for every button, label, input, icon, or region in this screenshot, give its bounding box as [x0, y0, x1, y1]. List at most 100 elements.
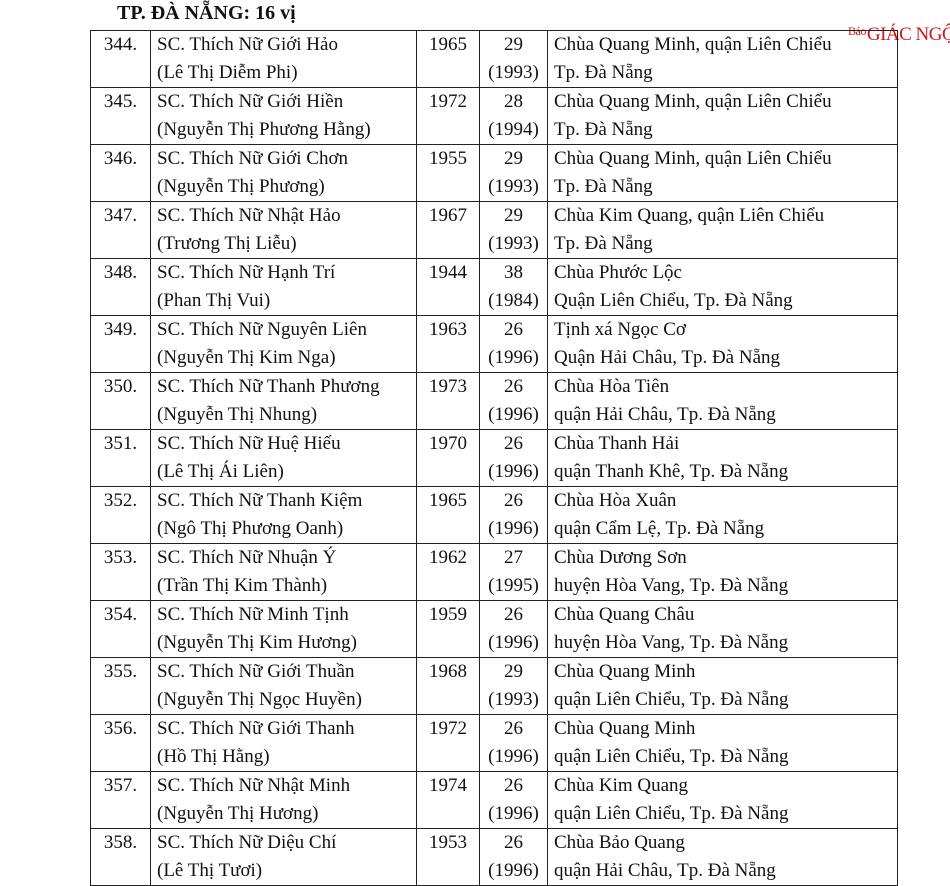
no-text: 351. [103, 433, 138, 454]
age-text: 26 [504, 376, 523, 397]
cell-no: 350. [90, 372, 151, 430]
name-text: SC. Thích Nữ Nguyên Liên [157, 319, 367, 340]
section-title: TP. ĐÀ NẴNG: 16 vị [117, 2, 296, 24]
age-text: 26 [504, 775, 523, 796]
cell-age: 26 (1996) [479, 372, 548, 430]
cell-age: 29 (1993) [479, 30, 548, 88]
name-text: SC. Thích Nữ Minh Tịnh [157, 604, 349, 625]
addr1-text: Chùa Quang Minh, quận Liên Chiểu [554, 91, 832, 112]
cell-no: 349. [90, 315, 151, 373]
cell-year: 1972 [416, 87, 480, 145]
cell-name: SC. Thích Nữ Giới Hảo (Lê Thị Diễm Phi) [150, 30, 417, 88]
addr2-text: Tp. Đà Nẵng [554, 233, 653, 254]
table-row: 357. SC. Thích Nữ Nhật Minh (Nguyễn Thị Hư… [90, 771, 898, 829]
year-text: 1968 [429, 661, 467, 682]
cell-name: SC. Thích Nữ Thanh Kiệm (Ngô Thị Phương O… [150, 486, 417, 544]
no-text: 355. [103, 661, 138, 682]
addr1-text: Chùa Kim Quang [554, 775, 689, 796]
cell-year: 1965 [416, 486, 480, 544]
since-text: (1996) [488, 632, 539, 653]
cell-age: 38 (1984) [479, 258, 548, 316]
since-text: (1995) [488, 575, 539, 596]
table-row: 347. SC. Thích Nữ Nhật Hảo (Trương Thị Liễ… [90, 201, 898, 259]
cell-addr: Chùa Phước Lộc Quận Liên Chiểu, Tp. Đà Nẵ… [547, 258, 898, 316]
cell-year: 1974 [416, 771, 480, 829]
cell-year: 1959 [416, 600, 480, 658]
cell-name: SC. Thích Nữ Giới Thanh (Hồ Thị Hằng) [150, 714, 417, 772]
year-text: 1944 [429, 262, 467, 283]
since-text: (1994) [488, 119, 539, 140]
name-text: SC. Thích Nữ Giới Hảo [157, 34, 338, 55]
age-text: 29 [504, 205, 523, 226]
age-text: 29 [504, 34, 523, 55]
name-text: SC. Thích Nữ Giới Thuần [157, 661, 355, 682]
cell-addr: Chùa Quang Minh quận Liên Chiểu, Tp. Đà N… [547, 714, 898, 772]
cell-addr: Chùa Quang Minh, quận Liên Chiểu Tp. Đà N… [547, 87, 898, 145]
addr1-text: Chùa Hòa Tiên [554, 376, 670, 397]
addr2-text: Quận Hải Châu, Tp. Đà Nẵng [554, 347, 781, 368]
table-row: 354. SC. Thích Nữ Minh Tịnh (Nguyễn Thị Ki… [90, 600, 898, 658]
addr2-text: Tp. Đà Nẵng [554, 119, 653, 140]
addr1-text: Chùa Thanh Hải [554, 433, 680, 454]
since-text: (1996) [488, 461, 539, 482]
cell-addr: Chùa Quang Minh, quận Liên Chiểu Tp. Đà N… [547, 144, 898, 202]
addr1-text: Chùa Phước Lộc [554, 262, 682, 283]
cell-no: 344. [90, 30, 151, 88]
age-text: 26 [504, 319, 523, 340]
cell-year: 1965 [416, 30, 480, 88]
table-row: 353. SC. Thích Nữ Nhuận Ý (Trần Thị Kim Th… [90, 543, 898, 601]
no-text: 352. [103, 490, 138, 511]
table-row: 345. SC. Thích Nữ Giới Hiền (Nguyễn Thị Ph… [90, 87, 898, 145]
no-text: 356. [103, 718, 138, 739]
since-text: (1996) [488, 518, 539, 539]
cell-name: SC. Thích Nữ Nhật Hảo (Trương Thị Liễu) [150, 201, 417, 259]
name-text: SC. Thích Nữ Huệ Hiếu [157, 433, 341, 454]
cell-addr: Tịnh xá Ngọc Cơ Quận Hải Châu, Tp. Đà Nẵn… [547, 315, 898, 373]
cell-name: SC. Thích Nữ Nhật Minh (Nguyễn Thị Hương) [150, 771, 417, 829]
lay-text: (Lê Thị Diễm Phi) [157, 62, 298, 83]
lay-text: (Nguyễn Thị Hương) [157, 803, 319, 824]
no-text: 353. [103, 547, 138, 568]
cell-age: 27 (1995) [479, 543, 548, 601]
lay-text: (Hồ Thị Hằng) [157, 746, 270, 767]
cell-no: 345. [90, 87, 151, 145]
cell-name: SC. Thích Nữ Nguyên Liên (Nguyễn Thị Kim … [150, 315, 417, 373]
lay-text: (Nguyễn Thị Nhung) [157, 404, 318, 425]
table-row: 355. SC. Thích Nữ Giới Thuần (Nguyễn Thị N… [90, 657, 898, 715]
cell-addr: Chùa Hòa Xuân quận Cẩm Lệ, Tp. Đà Nẵng [547, 486, 898, 544]
no-text: 357. [103, 775, 138, 796]
lay-text: (Nguyễn Thị Kim Nga) [157, 347, 336, 368]
cell-addr: Chùa Dương Sơn huyện Hòa Vang, Tp. Đà Nẵn… [547, 543, 898, 601]
addr1-text: Chùa Kim Quang, quận Liên Chiểu [554, 205, 825, 226]
since-text: (1993) [488, 233, 539, 254]
name-text: SC. Thích Nữ Diệu Chí [157, 832, 337, 853]
cell-addr: Chùa Hòa Tiên quận Hải Châu, Tp. Đà Nẵng [547, 372, 898, 430]
addr1-text: Chùa Quang Minh [554, 718, 696, 739]
cell-no: 346. [90, 144, 151, 202]
cell-name: SC. Thích Nữ Diệu Chí (Lê Thị Tươi) [150, 828, 417, 886]
addr2-text: Quận Liên Chiểu, Tp. Đà Nẵng [554, 290, 793, 311]
name-text: SC. Thích Nữ Thanh Kiệm [157, 490, 363, 511]
cell-name: SC. Thích Nữ Nhuận Ý (Trần Thị Kim Thành) [150, 543, 417, 601]
year-text: 1972 [429, 91, 467, 112]
table-row: 356. SC. Thích Nữ Giới Thanh (Hồ Thị Hằng)… [90, 714, 898, 772]
age-text: 26 [504, 718, 523, 739]
age-text: 26 [504, 604, 523, 625]
cell-addr: Chùa Thanh Hải quận Thanh Khê, Tp. Đà Nẵn… [547, 429, 898, 487]
cell-no: 358. [90, 828, 151, 886]
cell-no: 357. [90, 771, 151, 829]
addr1-text: Chùa Dương Sơn [554, 547, 687, 568]
cell-year: 1963 [416, 315, 480, 373]
addr1-text: Chùa Quang Minh, quận Liên Chiểu [554, 148, 832, 169]
cell-year: 1970 [416, 429, 480, 487]
lay-text: (Ngô Thị Phương Oanh) [157, 518, 344, 539]
cell-name: SC. Thích Nữ Minh Tịnh (Nguyễn Thị Kim Hư… [150, 600, 417, 658]
cell-age: 26 (1996) [479, 828, 548, 886]
cell-year: 1967 [416, 201, 480, 259]
cell-no: 356. [90, 714, 151, 772]
since-text: (1984) [488, 290, 539, 311]
since-text: (1993) [488, 176, 539, 197]
cell-no: 348. [90, 258, 151, 316]
addr2-text: Tp. Đà Nẵng [554, 62, 653, 83]
since-text: (1996) [488, 860, 539, 881]
